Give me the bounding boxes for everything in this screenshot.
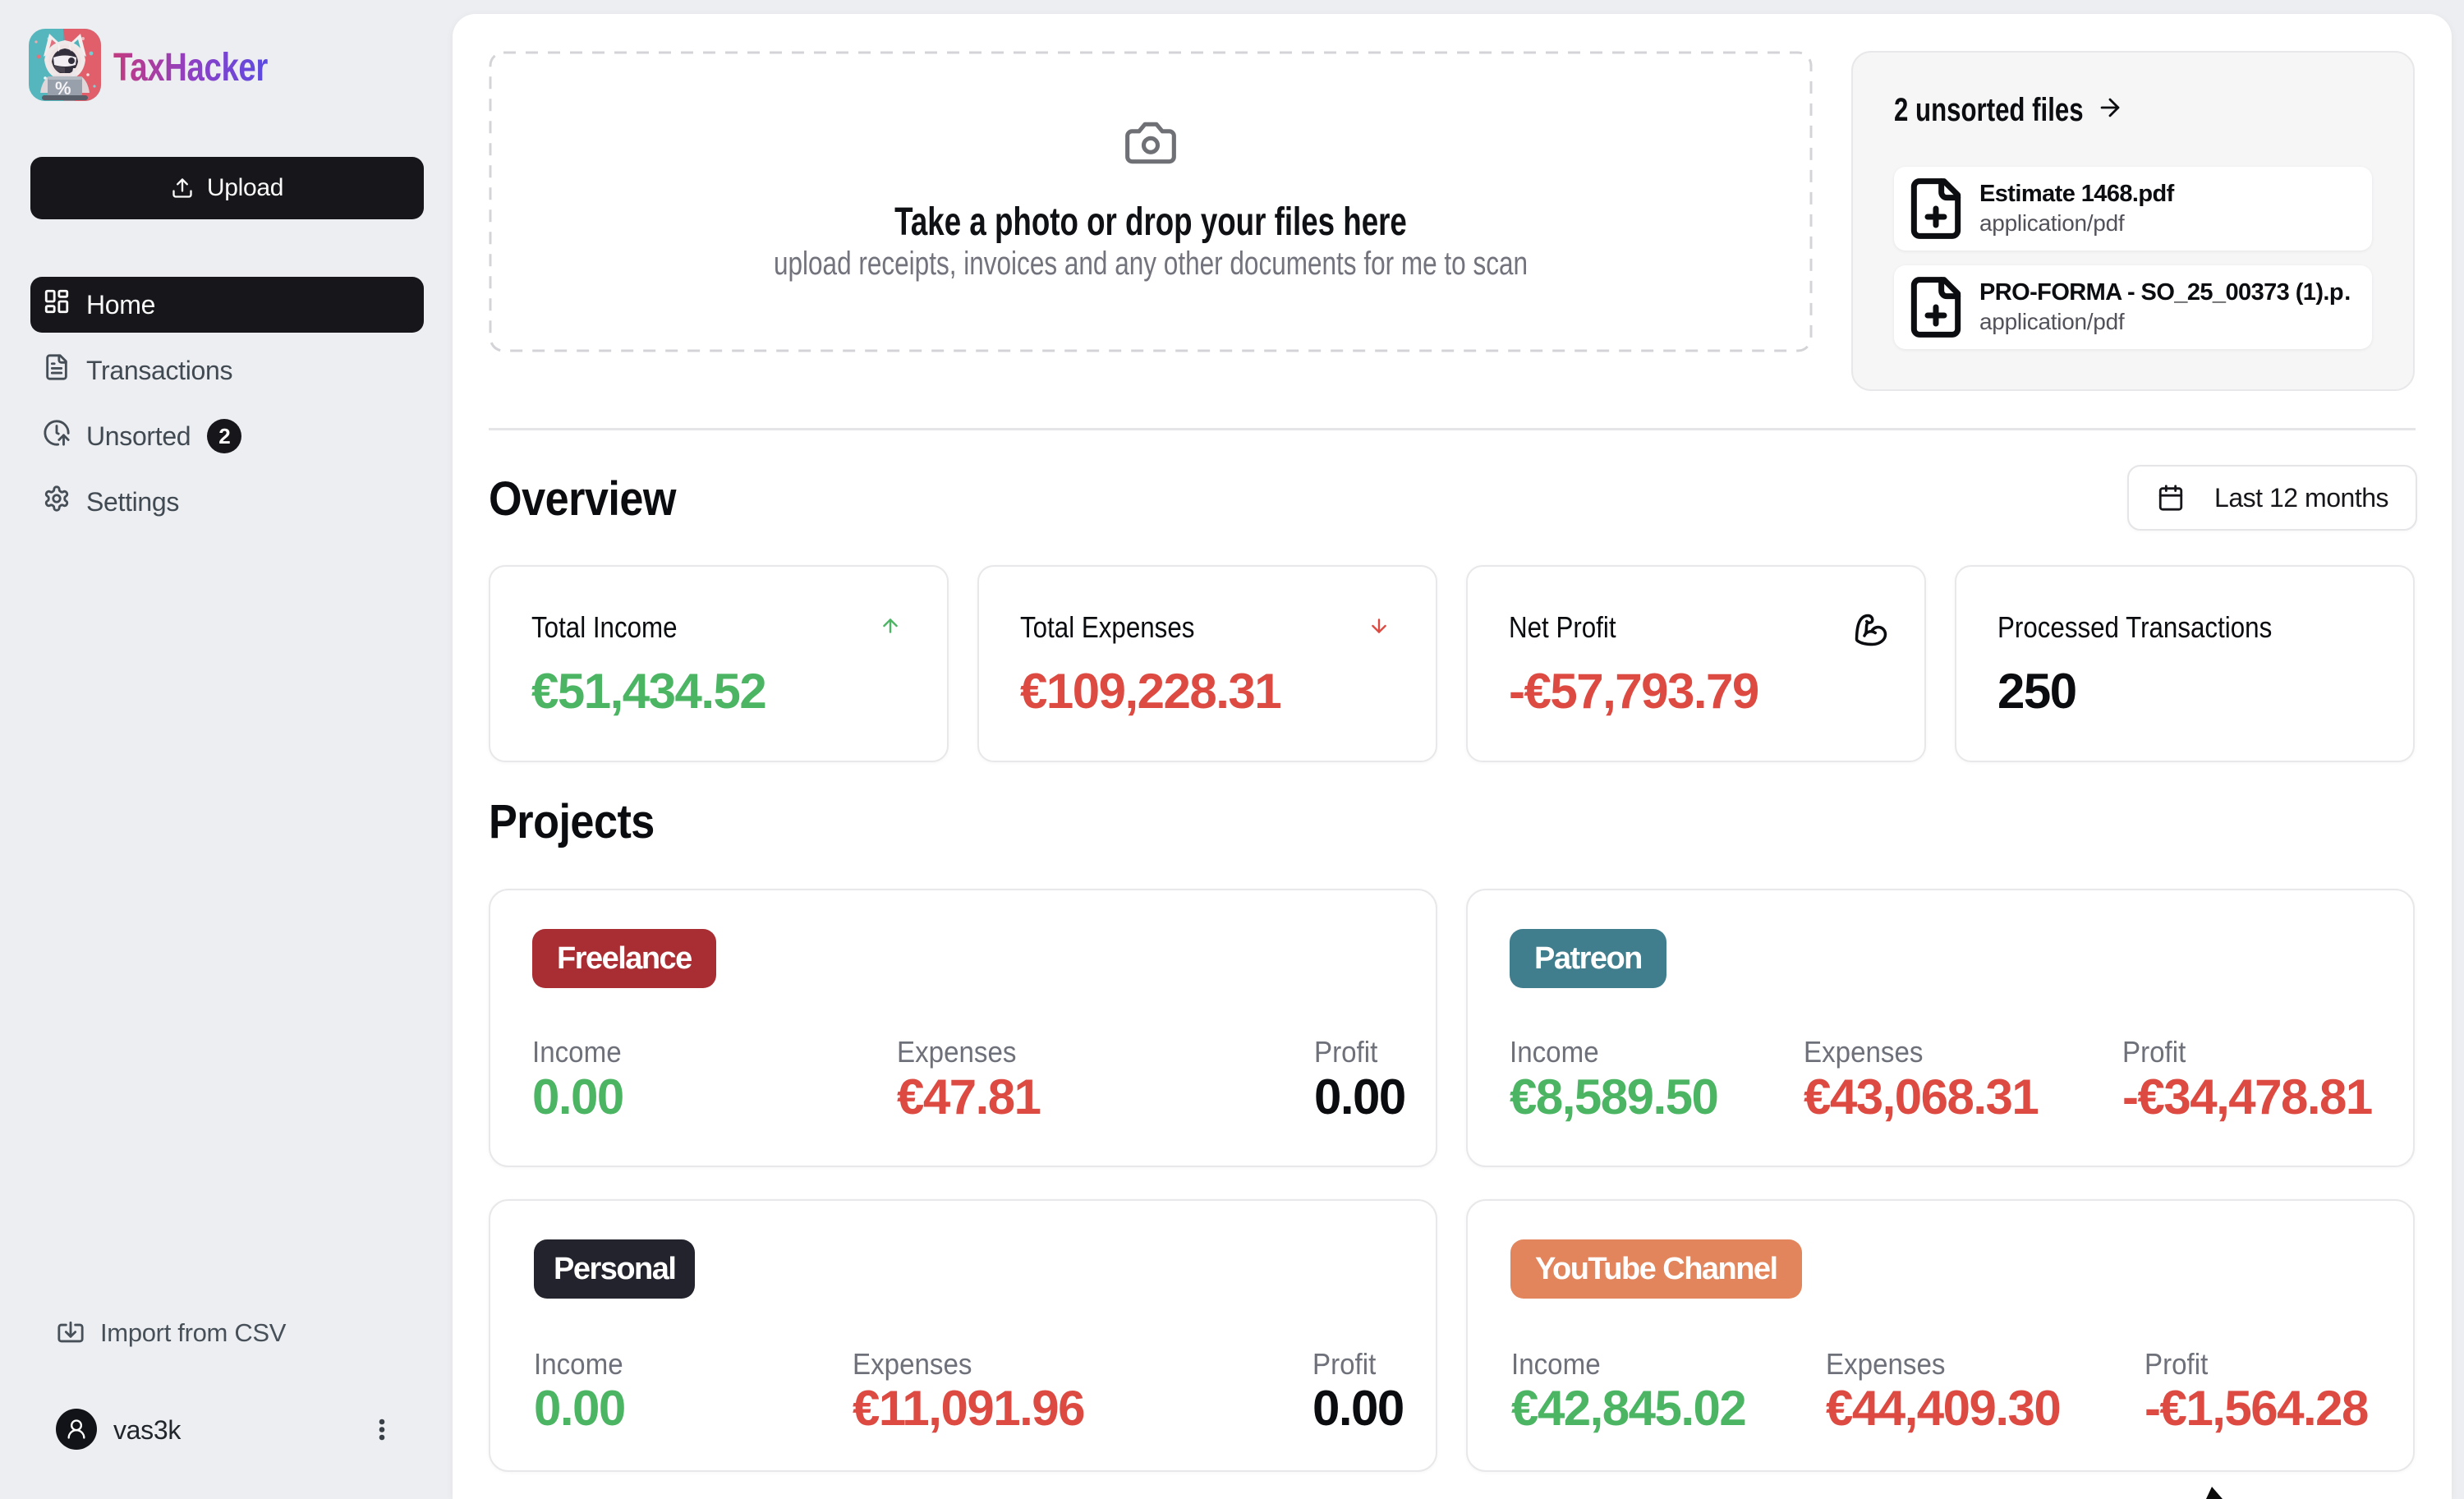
svg-text:%: % xyxy=(55,78,71,99)
